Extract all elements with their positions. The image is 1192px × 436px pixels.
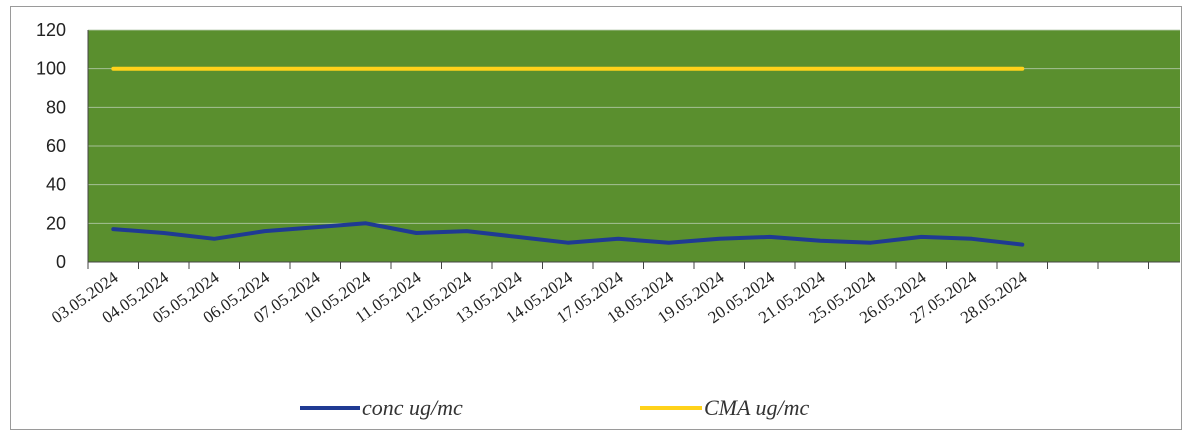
y-tick-label: 100 xyxy=(36,59,66,79)
y-tick-label: 20 xyxy=(46,213,66,233)
y-tick-label: 120 xyxy=(36,20,66,40)
series-line-conc xyxy=(111,221,1025,247)
y-tick-label: 40 xyxy=(46,175,66,195)
y-tick-label: 60 xyxy=(46,136,66,156)
legend-label-cma: CMA ug/mc xyxy=(704,395,810,420)
legend-label-conc: conc ug/mc xyxy=(362,395,463,420)
y-tick-label: 80 xyxy=(46,97,66,117)
y-tick-label: 0 xyxy=(56,252,66,272)
